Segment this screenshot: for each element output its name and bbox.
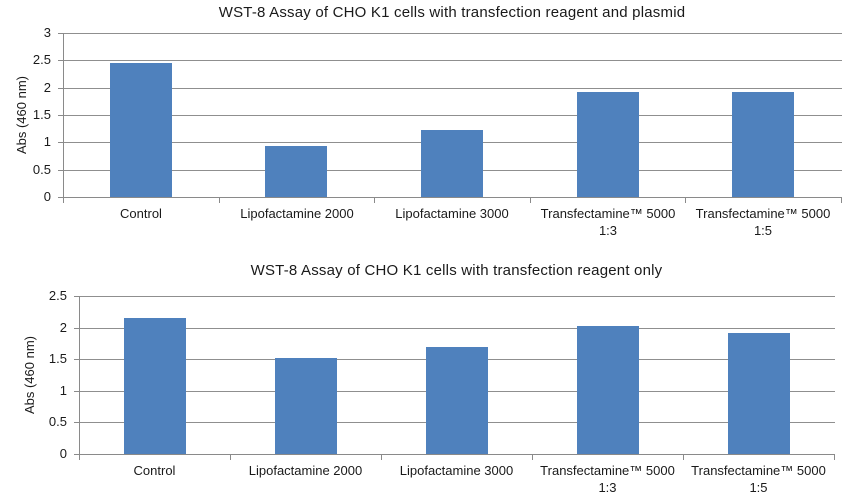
x-tick-mark — [685, 198, 686, 203]
y-tick-label: 2 — [43, 80, 51, 95]
x-tick-mark — [219, 198, 220, 203]
category-label: Lipofactamine 2000 — [240, 206, 354, 221]
y-tick-mark — [58, 33, 63, 34]
y-tick-mark — [74, 296, 79, 297]
y-tick-label: 3 — [43, 25, 51, 40]
chart-transfection-reagent-only: WST-8 Assay of CHO K1 cells with transfe… — [0, 250, 861, 503]
x-tick-mark — [63, 198, 64, 203]
bar — [732, 92, 794, 197]
bar — [426, 347, 488, 454]
category-label: Lipofactamine 3000 — [399, 463, 514, 478]
category-label: Control — [120, 206, 162, 221]
x-tick-mark — [374, 198, 375, 203]
y-tick-label: 0.5 — [48, 414, 67, 429]
gridline — [64, 115, 842, 116]
y-tick-mark — [74, 328, 79, 329]
x-tick-mark — [683, 455, 684, 460]
y-tick-mark — [58, 88, 63, 89]
category-label: Transfectamine™ 5000 1:3 — [540, 463, 675, 495]
x-tick-mark — [841, 198, 842, 203]
x-tick-mark — [532, 455, 533, 460]
gridline — [80, 296, 835, 297]
y-tick-label: 2 — [59, 320, 67, 335]
y-axis-line — [79, 296, 80, 454]
y-tick-mark — [74, 391, 79, 392]
y-tick-mark — [58, 60, 63, 61]
y-tick-mark — [58, 197, 63, 198]
y-tick-label: 2.5 — [32, 52, 51, 67]
y-tick-label: 1.5 — [32, 107, 51, 122]
y-tick-mark — [74, 422, 79, 423]
y-tick-label: 1 — [59, 383, 67, 398]
gridline — [64, 60, 842, 61]
category-label: Transfectamine™ 5000 1:5 — [691, 463, 826, 495]
chart-transfection-reagent-and-plasmid: WST-8 Assay of CHO K1 cells with transfe… — [0, 0, 861, 250]
bar — [728, 333, 790, 454]
y-tick-mark — [74, 454, 79, 455]
x-tick-mark — [381, 455, 382, 460]
y-tick-label: 0 — [43, 189, 51, 204]
y-tick-label: 0 — [59, 446, 67, 461]
chart-title: WST-8 Assay of CHO K1 cells with transfe… — [218, 4, 686, 21]
gridline — [64, 88, 842, 89]
y-tick-mark — [58, 115, 63, 116]
category-label: Lipofactamine 2000 — [248, 463, 363, 478]
gridline — [80, 328, 835, 329]
x-tick-mark — [530, 198, 531, 203]
x-axis-line — [79, 454, 835, 455]
y-tick-label: 1.5 — [48, 351, 67, 366]
bar — [124, 318, 186, 454]
x-tick-mark — [834, 455, 835, 460]
x-axis-line — [63, 197, 842, 198]
y-tick-label: 0.5 — [32, 162, 51, 177]
y-tick-label: 1 — [43, 134, 51, 149]
y-axis-line — [63, 33, 64, 197]
y-tick-mark — [58, 142, 63, 143]
y-tick-mark — [74, 359, 79, 360]
bar — [577, 326, 639, 454]
bar — [275, 358, 337, 454]
bar — [110, 63, 172, 197]
chart-title: WST-8 Assay of CHO K1 cells with transfe… — [250, 262, 663, 279]
y-tick-mark — [58, 170, 63, 171]
y-tick-label: 2.5 — [48, 288, 67, 303]
category-label: Control — [133, 463, 176, 478]
category-label: Transfectamine™ 5000 1:5 — [695, 206, 831, 238]
category-label: Lipofactamine 3000 — [395, 206, 509, 221]
category-label: Transfectamine™ 5000 1:3 — [540, 206, 676, 238]
x-tick-mark — [230, 455, 231, 460]
gridline — [64, 33, 842, 34]
bar — [577, 92, 639, 197]
bar — [421, 130, 483, 197]
x-tick-mark — [79, 455, 80, 460]
bar — [265, 146, 327, 197]
